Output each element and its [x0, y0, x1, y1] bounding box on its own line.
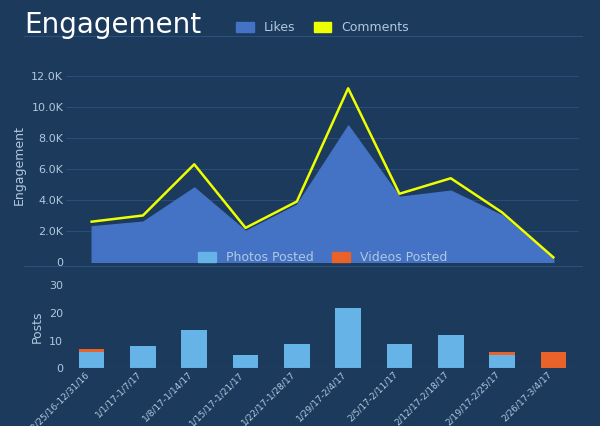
Bar — [284, 343, 310, 368]
Bar — [489, 354, 515, 368]
Legend: Likes, Comments: Likes, Comments — [231, 16, 414, 39]
Y-axis label: Engagement: Engagement — [13, 125, 26, 205]
Y-axis label: Posts: Posts — [31, 311, 44, 343]
Bar — [489, 352, 515, 354]
Text: Engagement: Engagement — [24, 11, 201, 39]
Bar — [79, 352, 104, 368]
Bar — [541, 352, 566, 368]
Bar — [130, 346, 156, 368]
Bar — [79, 349, 104, 352]
Bar — [233, 354, 259, 368]
Bar — [335, 308, 361, 368]
Legend: Photos Posted, Videos Posted: Photos Posted, Videos Posted — [193, 246, 452, 269]
Bar — [438, 335, 464, 368]
Bar — [181, 330, 207, 368]
Bar — [386, 343, 412, 368]
